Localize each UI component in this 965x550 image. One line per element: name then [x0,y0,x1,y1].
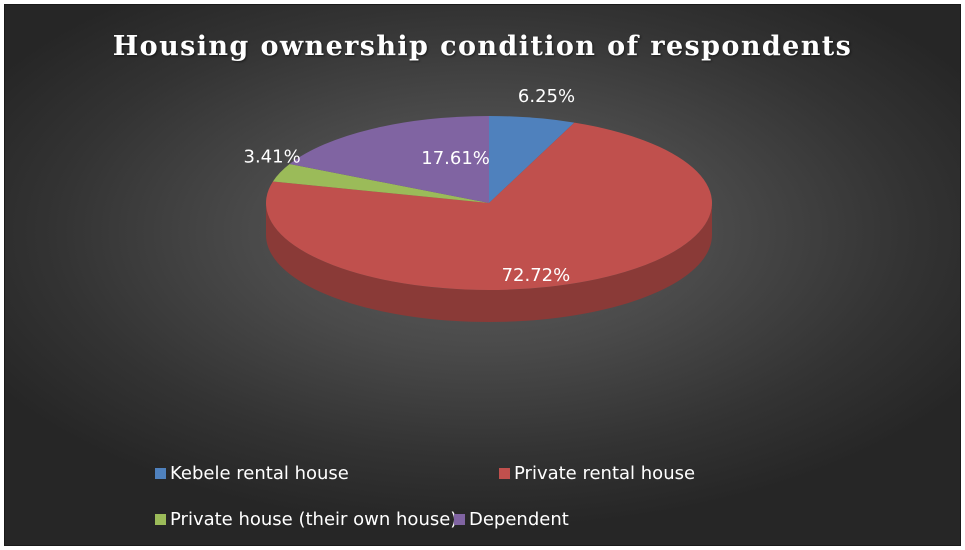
data-label: 6.25% [518,86,575,107]
pie-slice-kebele-rental-house [489,116,575,203]
chart-frame: Housing ownership condition of responden… [4,4,961,546]
legend-swatch [454,514,465,525]
chart-title: Housing ownership condition of responden… [112,31,853,62]
legend-label: Private house (their own house) [170,509,458,530]
pie-side-walls [266,203,712,322]
data-label: 17.61% [421,148,490,169]
data-label: 72.72% [502,265,571,286]
pie-chart: 6.25% 72.72% 3.41% 17.61% [244,86,713,322]
legend-swatch [155,514,166,525]
pie-slice-dependent [289,116,489,203]
legend-item-private-house: Private house (their own house) [155,509,457,530]
legend-label: Kebele rental house [170,463,349,484]
legend: Kebele rental house Private rental house… [155,457,855,537]
legend-item-private-rental-house: Private rental house [499,463,695,484]
pie-slice-private-rental-house [266,122,713,290]
legend-swatch [499,468,510,479]
legend-label: Private rental house [514,463,696,484]
legend-label: Dependent [469,509,569,530]
legend-swatch [155,468,166,479]
pie-slice-side [266,203,712,322]
pie-top-faces [266,116,713,290]
legend-item-dependent: Dependent [454,509,569,530]
pie-slice-private-house-their-own-house [272,164,489,203]
legend-item-kebele-rental-house: Kebele rental house [155,463,349,484]
data-label: 3.41% [244,147,301,168]
